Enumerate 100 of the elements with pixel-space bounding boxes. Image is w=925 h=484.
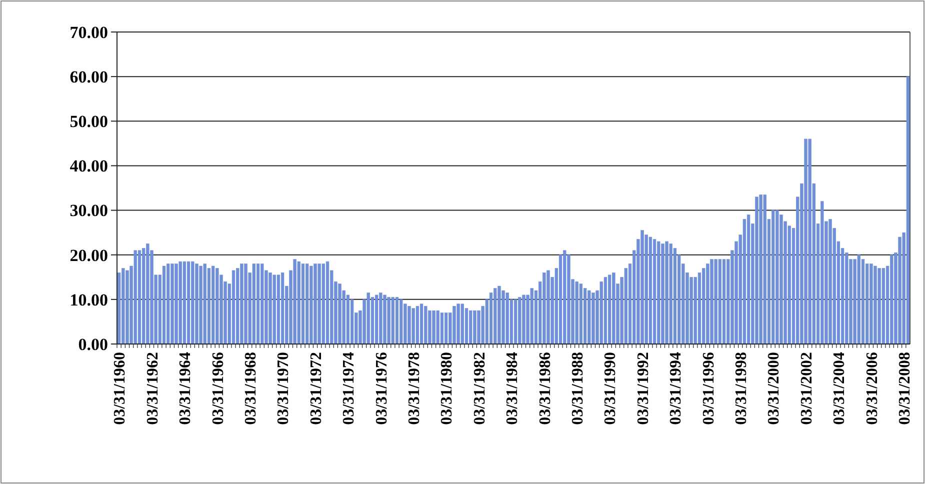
bar (293, 259, 296, 344)
bar (669, 244, 672, 344)
bar (338, 284, 342, 344)
bar (648, 236, 652, 344)
bar (890, 254, 894, 344)
bar (546, 270, 550, 344)
bar (878, 268, 881, 344)
y-tick-label: 30.00 (70, 201, 108, 220)
x-tick-label: 03/31/1980 (438, 352, 456, 425)
bar (575, 281, 578, 344)
bar (870, 264, 873, 344)
bar (326, 261, 330, 344)
bar (305, 264, 309, 344)
bar (657, 241, 660, 344)
bar (146, 244, 150, 344)
bar (640, 230, 644, 344)
bar (746, 214, 750, 344)
bar (240, 264, 244, 344)
bar (310, 266, 313, 344)
bar (387, 297, 390, 344)
bar (424, 306, 428, 344)
x-tick-label: 03/31/1986 (536, 352, 554, 425)
bar (276, 274, 280, 344)
bar (494, 288, 497, 344)
bar (318, 264, 321, 344)
x-tick-label: 03/31/2006 (864, 352, 881, 425)
bar (436, 310, 440, 344)
bar (522, 294, 526, 344)
x-tick-label: 03/31/1996 (700, 352, 718, 425)
bar (232, 270, 236, 344)
bar (665, 241, 668, 344)
x-tick-label: 03/31/1992 (634, 352, 652, 425)
bar (322, 264, 326, 344)
x-tick-label: 03/31/1978 (406, 352, 423, 425)
bar (588, 290, 591, 344)
bar (244, 264, 248, 344)
bar (166, 264, 170, 344)
bar (199, 266, 202, 344)
bar (216, 268, 219, 344)
x-tick-label: 03/31/1990 (602, 352, 620, 425)
x-tick-label: 03/31/2008 (896, 352, 914, 425)
bar (530, 288, 534, 344)
y-tick-label: 70.00 (70, 22, 108, 42)
x-tick-label: 03/31/1964 (177, 352, 194, 425)
bar (191, 261, 194, 344)
y-tick-label: 0.00 (78, 334, 108, 354)
bar (134, 250, 137, 344)
bar (604, 276, 608, 344)
bar (456, 304, 460, 344)
bar (710, 259, 714, 344)
bar (718, 259, 722, 344)
bar (612, 272, 616, 344)
bar (432, 310, 436, 344)
bar (174, 264, 178, 344)
bar (579, 284, 583, 344)
bar (420, 304, 424, 344)
bar (759, 194, 762, 344)
bar (652, 239, 656, 344)
bar (195, 264, 198, 344)
bar (804, 138, 808, 344)
bar (714, 259, 718, 344)
bar (395, 297, 399, 344)
y-tick-label: 50.00 (70, 112, 108, 132)
bar (412, 308, 415, 344)
y-tick-label: 20.00 (70, 246, 108, 265)
x-tick-label: 03/31/1998 (732, 352, 750, 425)
bar (162, 266, 166, 344)
bar (428, 310, 432, 344)
y-tick-label: 10.00 (70, 290, 108, 310)
bar (563, 250, 566, 344)
bar (498, 286, 501, 344)
bar (182, 261, 186, 344)
bar (661, 244, 664, 344)
bar (514, 299, 518, 344)
bar (444, 312, 448, 344)
bar (608, 274, 612, 344)
bar (473, 310, 476, 344)
bar (592, 292, 595, 344)
x-tick-label: 03/31/1968 (242, 352, 260, 425)
bar (828, 219, 832, 344)
y-tick-label: 60.00 (70, 68, 108, 87)
x-tick-label: 03/31/1994 (668, 352, 685, 425)
bar (379, 292, 382, 344)
bar (256, 264, 260, 344)
x-tick-label: 03/31/1982 (471, 352, 488, 425)
bar (260, 264, 264, 344)
bar (694, 276, 697, 344)
bar (170, 264, 174, 344)
bar (477, 310, 480, 344)
bar (771, 210, 775, 344)
bar (408, 306, 411, 344)
bar (178, 261, 182, 344)
bar (314, 264, 317, 344)
x-tick-label: 03/31/2002 (798, 352, 816, 425)
x-tick-label: 03/31/1966 (210, 352, 227, 425)
bar (297, 261, 300, 344)
bar (203, 264, 206, 344)
x-tick-label: 03/31/1988 (569, 352, 586, 425)
bar (600, 281, 603, 344)
bar (506, 292, 509, 344)
